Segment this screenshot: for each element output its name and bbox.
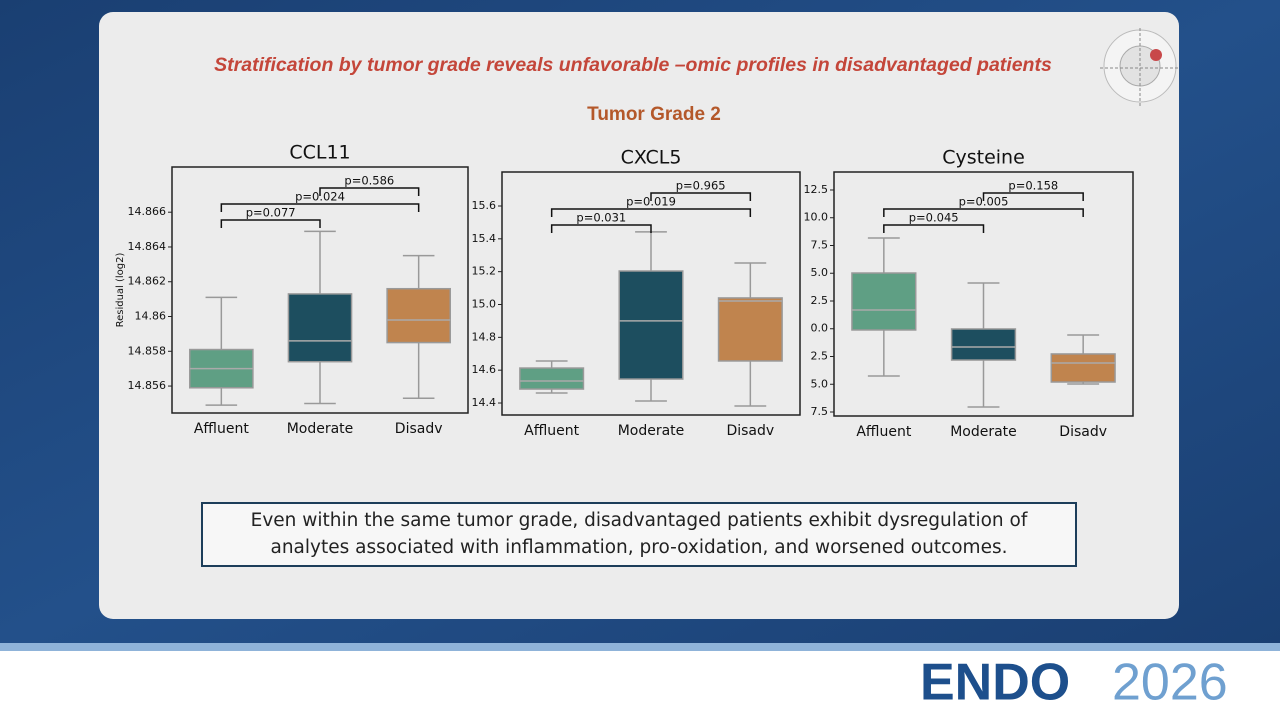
bracket [883,208,1084,217]
y-tick-label: 2.5 [811,294,829,307]
x-tick-label: Affluent [524,423,579,439]
y-tick-label: 14.6 [472,363,497,376]
y-tick-label: 7.5 [811,405,829,418]
y-tick-label: 5.0 [811,377,829,390]
x-tick-label: Moderate [618,423,685,439]
y-tick-label: 14.866 [128,205,167,218]
bracket [319,187,420,196]
box [618,270,684,380]
bracket [883,224,985,233]
box [717,297,783,362]
x-tick-label: Disadv [395,421,443,437]
note-box [201,502,1077,567]
x-tick-label: Affluent [856,424,911,440]
footer [0,651,1280,720]
y-tick-label: 14.8 [472,330,497,343]
y-tick-label: 14.4 [472,396,497,409]
y-tick-label: 15.4 [472,232,497,245]
logo: ENDO [920,654,1070,712]
y-tick-label: 0.0 [811,322,829,335]
y-tick-label: 7.5 [811,238,829,251]
bracket [650,192,752,201]
chart: CXCL5 14.4 14.6 14.8 15.0 15.2 15.4 15.6 Affluen… [472,147,801,439]
chart-title: CCL11 [289,142,350,164]
x-tick-label: Affluent [194,421,249,437]
p-value: p=0.077 [246,206,296,220]
y-tick-label: 15.6 [472,199,497,212]
y-tick-label: 14.856 [128,379,167,392]
p-value: p=0.019 [626,195,676,209]
y-tick-label: 10.0 [804,211,829,224]
y-tick-label: 2.5 [811,349,829,362]
y-tick-label: 12.5 [804,183,829,196]
p-value: p=0.965 [676,179,726,193]
x-tick-label: Disadv [1059,424,1107,440]
chart: Cysteine 7.5 5.0 2.5 0.0 2.5 5.0 7.5 10.0 12.5 Aff… [804,147,1134,440]
y-tick-label: 15.0 [472,298,497,311]
box [950,328,1017,361]
p-value: p=0.045 [909,211,959,225]
p-value: p=0.005 [959,195,1009,209]
p-value: p=0.586 [344,174,394,188]
p-value: p=0.024 [295,190,345,204]
logo-year: 2026 [1112,654,1228,712]
slide-title: Stratification by tumor grade reveals un… [214,54,1052,76]
x-tick-label: Moderate [950,424,1017,440]
chart: CCL11 Residual (log2) 14.856 14.858 14.86 14.… [115,142,469,437]
y-tick-label: 14.86 [135,310,167,323]
chart-title: Cysteine [942,147,1025,169]
box [386,287,451,344]
breast-icon [1100,28,1178,108]
y-tick-label: 15.2 [472,265,497,278]
y-axis-label: Residual (log2) [115,252,126,327]
bracket [550,224,652,233]
bracket [220,203,420,212]
x-tick-label: Disadv [726,423,774,439]
bracket [982,192,1084,201]
y-tick-label: 5.0 [811,266,829,279]
box [287,293,353,363]
p-value: p=0.158 [1008,179,1058,193]
bracket [220,219,321,228]
box [1050,353,1116,383]
y-tick-label: 14.858 [128,344,167,357]
y-tick-label: 14.864 [128,240,167,253]
box [519,367,585,390]
p-value: p=0.031 [576,211,626,225]
box [851,272,917,331]
subtitle: Tumor Grade 2 [587,104,721,125]
chart-title: CXCL5 [621,147,682,169]
bracket [550,208,752,217]
divider [0,643,1280,651]
y-tick-label: 14.862 [128,275,167,288]
x-tick-label: Moderate [287,421,354,437]
note-line: Even within the same tumor grade, disadv… [251,510,1028,531]
note-line: analytes associated with inflammation, p… [271,537,1008,558]
